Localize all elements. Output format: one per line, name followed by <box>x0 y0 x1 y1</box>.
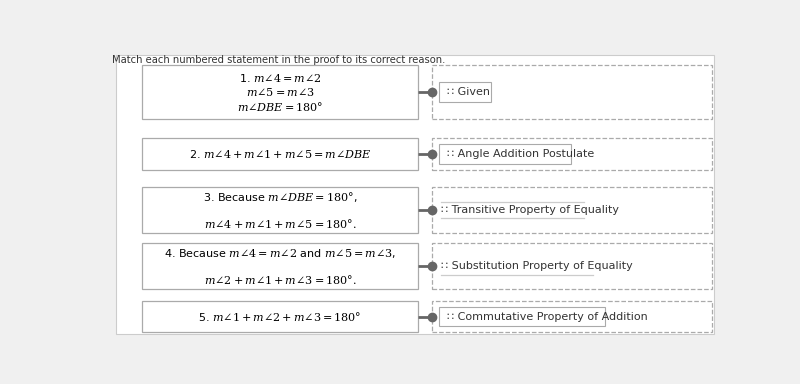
FancyBboxPatch shape <box>432 65 712 119</box>
Text: $m\angle 4 + m\angle 1 + m\angle 5 = 180\degree.$: $m\angle 4 + m\angle 1 + m\angle 5 = 180… <box>204 217 357 230</box>
FancyBboxPatch shape <box>142 301 418 332</box>
FancyBboxPatch shape <box>432 301 712 332</box>
Text: 5. $m\angle 1 + m\angle 2 + m\angle 3 = 180\degree$: 5. $m\angle 1 + m\angle 2 + m\angle 3 = … <box>198 310 362 323</box>
FancyBboxPatch shape <box>432 243 712 289</box>
FancyBboxPatch shape <box>432 139 712 169</box>
Text: ∷ Substitution Property of Equality: ∷ Substitution Property of Equality <box>441 262 633 271</box>
Text: $m\angle 5 = m\angle 3$: $m\angle 5 = m\angle 3$ <box>246 86 314 98</box>
FancyBboxPatch shape <box>439 144 571 164</box>
FancyBboxPatch shape <box>115 55 714 334</box>
FancyBboxPatch shape <box>142 139 418 169</box>
Text: ∷ Commutative Property of Addition: ∷ Commutative Property of Addition <box>446 312 647 322</box>
Text: 3. Because $m\angle DBE = 180\degree$,: 3. Because $m\angle DBE = 180\degree$, <box>203 190 358 204</box>
Text: Match each numbered statement in the proof to its correct reason.: Match each numbered statement in the pro… <box>112 55 446 65</box>
Text: ∷ Angle Addition Postulate: ∷ Angle Addition Postulate <box>446 149 594 159</box>
Text: $m\angle 2 + m\angle 1 + m\angle 3 = 180\degree.$: $m\angle 2 + m\angle 1 + m\angle 3 = 180… <box>204 273 357 286</box>
Text: 1. $m\angle 4 = m\angle 2$: 1. $m\angle 4 = m\angle 2$ <box>239 72 322 84</box>
FancyBboxPatch shape <box>142 65 418 119</box>
FancyBboxPatch shape <box>432 187 712 233</box>
FancyBboxPatch shape <box>142 187 418 233</box>
Text: ∷ Given: ∷ Given <box>446 87 490 97</box>
FancyBboxPatch shape <box>439 82 491 101</box>
Text: 2. $m\angle 4 + m\angle 1 + m\angle 5 = m\angle DBE$: 2. $m\angle 4 + m\angle 1 + m\angle 5 = … <box>189 148 371 160</box>
Text: ∷ Transitive Property of Equality: ∷ Transitive Property of Equality <box>441 205 619 215</box>
FancyBboxPatch shape <box>142 243 418 289</box>
FancyBboxPatch shape <box>439 307 605 326</box>
Text: $m\angle DBE = 180\degree$: $m\angle DBE = 180\degree$ <box>237 99 323 113</box>
Text: 4. Because $m\angle 4 = m\angle 2$ and $m\angle 5 = m\angle 3$,: 4. Because $m\angle 4 = m\angle 2$ and $… <box>164 247 396 260</box>
